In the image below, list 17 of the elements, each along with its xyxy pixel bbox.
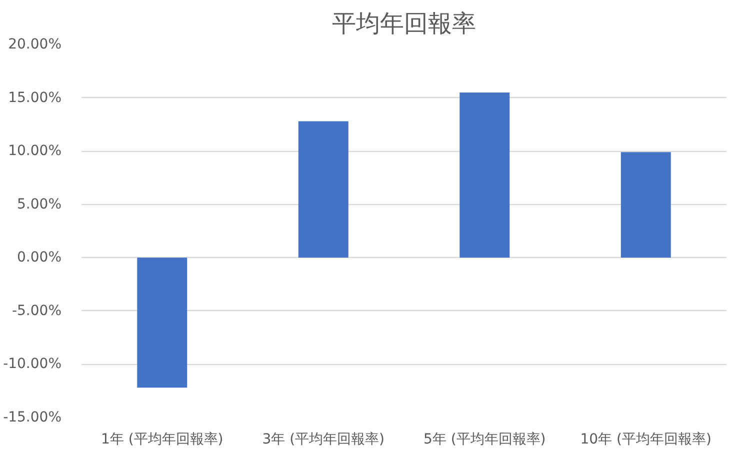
x-tick-label: 10年 (平均年回報率) — [580, 432, 712, 448]
y-tick-label: -15.00% — [3, 410, 62, 426]
bar — [620, 152, 671, 258]
y-tick-label: 5.00% — [17, 196, 62, 212]
y-tick-label: -10.00% — [3, 356, 62, 372]
y-tick-label: 0.00% — [17, 250, 62, 266]
y-tick-label: 15.00% — [8, 90, 62, 106]
x-tick-label: 3年 (平均年回報率) — [262, 432, 385, 448]
y-tick-label: 10.00% — [8, 143, 62, 160]
y-tick-label: -5.00% — [12, 302, 62, 319]
bar — [460, 92, 510, 258]
bar — [298, 121, 348, 258]
x-tick-label: 1年 (平均年回報率) — [100, 432, 224, 448]
x-tick-label: 5年 (平均年回報率) — [423, 432, 546, 448]
chart-title: 平均年回報率 — [332, 10, 476, 38]
y-tick-label: 20.00% — [8, 36, 62, 52]
bar — [137, 258, 188, 388]
